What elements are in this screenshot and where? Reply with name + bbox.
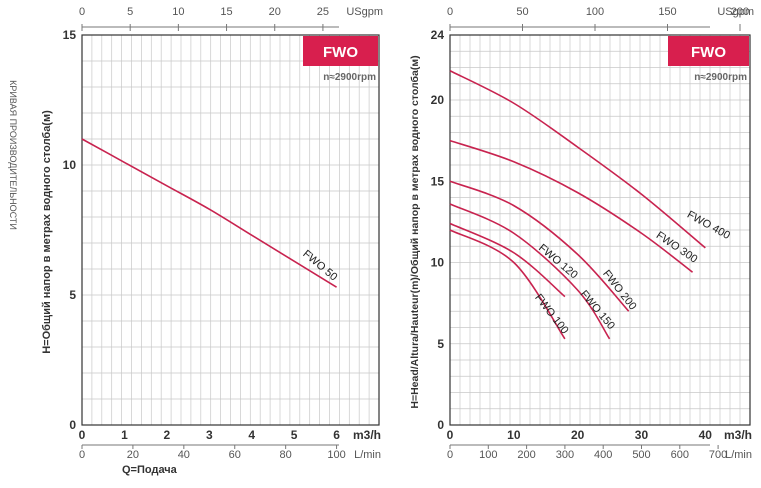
- m3h-tick-label: 3: [206, 428, 213, 442]
- top-axis-tick-label: 200: [731, 6, 749, 18]
- speed-note: n≈2900rpm: [694, 72, 747, 83]
- y-axis-title: H=Head/Altura/Hauteur(m)/Общий напор в м…: [409, 55, 421, 408]
- y-tick-label: 5: [437, 337, 444, 351]
- lmin-tick-label: 300: [556, 449, 574, 461]
- y-tick-label: 15: [63, 28, 77, 42]
- lmin-tick-label: 0: [447, 449, 453, 461]
- lmin-tick-label: 40: [178, 449, 190, 461]
- curve-fwo-300: [449, 139, 694, 273]
- curve-label: FWO 100: [532, 292, 570, 336]
- top-axis-tick-label: 15: [220, 6, 232, 18]
- plot-frame: [81, 34, 380, 426]
- m3h-tick-label: 2: [164, 428, 171, 442]
- top-axis-unit: USgpm: [346, 6, 383, 18]
- y-tick-label: 5: [69, 288, 76, 302]
- m3h-tick-label: 0: [79, 428, 86, 442]
- m3h-tick-label: 6: [333, 428, 340, 442]
- y-axis-title: H=Общий напор в метрах водного столба(м): [41, 110, 53, 354]
- lmin-unit: L/min: [354, 449, 381, 461]
- y-tick-label: 20: [431, 93, 445, 107]
- curve-fwo-120: [449, 222, 566, 298]
- curve-fwo-150: [449, 203, 611, 340]
- lmin-tick-label: 0: [79, 449, 85, 461]
- lmin-unit: L/min: [725, 449, 752, 461]
- y-tick-label: 10: [431, 256, 445, 270]
- m3h-unit: m3/h: [353, 428, 381, 442]
- top-axis-tick-label: 150: [658, 6, 676, 18]
- model-badge: [668, 36, 749, 66]
- x-axis-title: Q=Подача: [122, 464, 178, 476]
- speed-note: n≈2900rpm: [323, 72, 376, 83]
- curve-fwo-200: [449, 180, 630, 312]
- m3h-unit: m3/h: [724, 428, 752, 442]
- y-tick-label: 0: [437, 418, 444, 432]
- m3h-tick-label: 20: [571, 428, 585, 442]
- model-badge-label: FWO: [323, 44, 358, 61]
- curve-label: FWO 200: [600, 268, 638, 312]
- lmin-tick-label: 500: [632, 449, 650, 461]
- m3h-tick-label: 40: [699, 428, 713, 442]
- curve-fwo-50: [81, 138, 337, 288]
- y-tick-label: 10: [63, 158, 77, 172]
- top-axis-tick-label: 20: [269, 6, 281, 18]
- lmin-tick-label: 600: [671, 449, 689, 461]
- m3h-tick-label: 1: [121, 428, 128, 442]
- y-tick-label: 0: [69, 418, 76, 432]
- m3h-tick-label: 10: [507, 428, 521, 442]
- grid: [450, 35, 750, 425]
- m3h-tick-label: 4: [248, 428, 255, 442]
- top-axis-tick-label: 50: [516, 6, 528, 18]
- top-axis-unit: USgpm: [717, 6, 754, 18]
- m3h-tick-label: 0: [447, 428, 454, 442]
- m3h-tick-label: 30: [635, 428, 649, 442]
- y-tick-label: 15: [431, 174, 445, 188]
- lmin-tick-label: 60: [229, 449, 241, 461]
- lmin-tick-label: 200: [517, 449, 535, 461]
- lmin-tick-label: 100: [479, 449, 497, 461]
- top-axis-tick-label: 0: [447, 6, 453, 18]
- side-title: КРИВАЯ ПРОИЗВОДИТЕЛЬНОСТИ: [8, 80, 18, 230]
- top-axis-tick-label: 10: [172, 6, 184, 18]
- lmin-tick-label: 80: [280, 449, 292, 461]
- lmin-tick-label: 400: [594, 449, 612, 461]
- model-badge-label: FWO: [691, 44, 726, 61]
- m3h-tick-label: 5: [291, 428, 298, 442]
- model-badge: [303, 36, 378, 66]
- lmin-tick-label: 100: [327, 449, 345, 461]
- grid: [82, 35, 379, 425]
- lmin-tick-label: 700: [709, 449, 727, 461]
- curve-fwo-400: [449, 70, 706, 249]
- lmin-tick-label: 20: [127, 449, 139, 461]
- top-axis-tick-label: 25: [317, 6, 329, 18]
- curve-fwo-100: [449, 229, 566, 340]
- top-axis-tick-label: 100: [586, 6, 604, 18]
- top-axis-tick-label: 0: [79, 6, 85, 18]
- y-tick-label: 24: [431, 28, 445, 42]
- top-axis-tick-label: 5: [127, 6, 133, 18]
